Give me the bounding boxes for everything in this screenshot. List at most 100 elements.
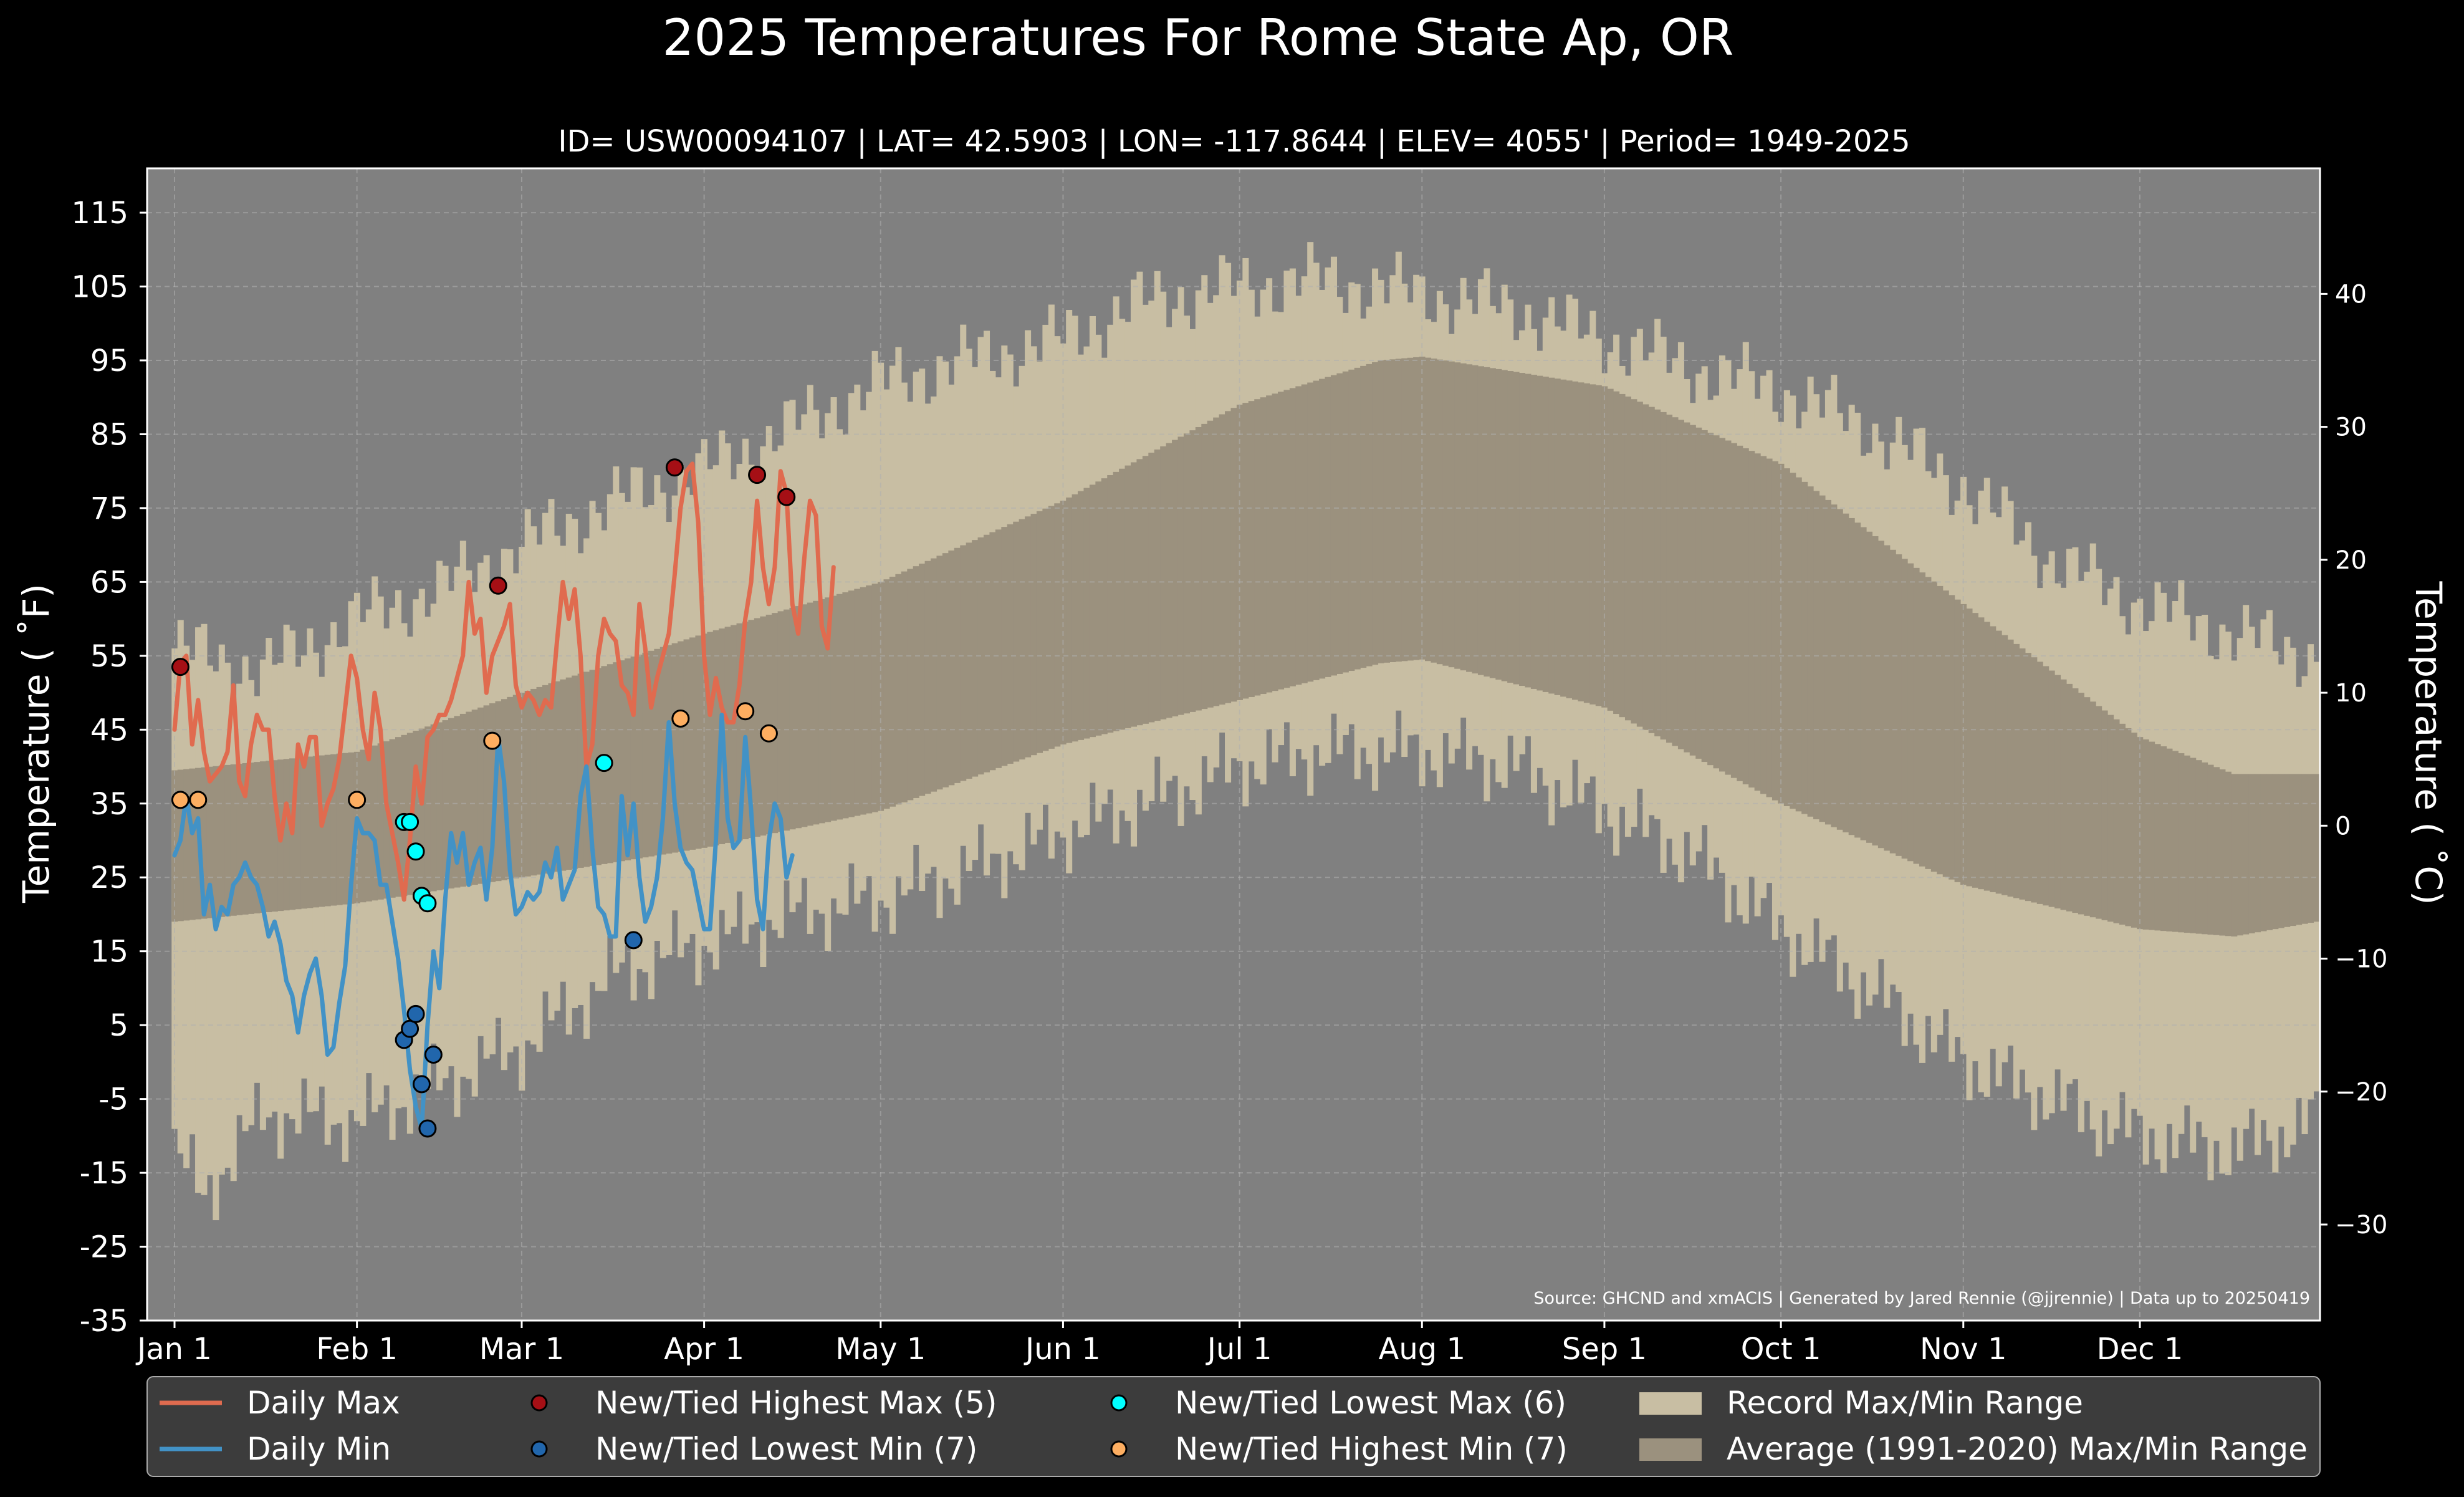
- x-tick-label: Mar 1: [479, 1332, 564, 1367]
- average-range-bar: [236, 763, 243, 915]
- average-range-bar: [1972, 613, 1978, 888]
- average-range-bar: [1007, 524, 1014, 764]
- average-range-bar: [1536, 375, 1543, 691]
- average-range-bar: [1389, 359, 1396, 662]
- average-range-bar: [436, 722, 443, 890]
- y-tick-label-left: -15: [80, 1156, 128, 1191]
- daily-max-line: [172, 461, 836, 902]
- average-range-bar: [1366, 363, 1373, 667]
- average-range-bar: [1595, 385, 1602, 706]
- average-range-bars: [171, 357, 2320, 936]
- record-range-bar: [206, 665, 213, 1175]
- average-range-bar: [495, 701, 502, 882]
- average-range-bar: [1695, 427, 1702, 759]
- average-range-bar: [348, 752, 355, 904]
- x-tick-label: Feb 1: [316, 1332, 398, 1367]
- average-range-bar: [1495, 368, 1502, 680]
- average-range-bar: [1607, 388, 1614, 711]
- x-tick-label: Apr 1: [664, 1332, 744, 1367]
- legend-patch-swatch: [1639, 1392, 1702, 1415]
- average-range-bar: [1831, 504, 1838, 827]
- y-axis-label-right: Temperature ( ˚C): [2407, 580, 2450, 905]
- record-markers: [171, 458, 796, 1138]
- average-range-bar: [477, 707, 484, 884]
- new-tied-highest-max-marker: [171, 658, 189, 676]
- average-range-bar: [1730, 443, 1737, 778]
- average-range-bar: [360, 749, 367, 903]
- average-range-bar: [1642, 404, 1649, 730]
- average-range-bar: [2172, 751, 2179, 932]
- average-range-bar: [1330, 375, 1337, 676]
- average-range-bar: [459, 713, 466, 887]
- average-range-bar: [2131, 733, 2137, 928]
- plot-frame: [146, 167, 2321, 1322]
- average-range-bar: [312, 756, 319, 908]
- new-tied-highest-min-marker: [171, 791, 189, 809]
- average-range-bar: [1631, 399, 1637, 724]
- average-range-bar: [807, 602, 813, 826]
- average-range-bar: [1036, 511, 1043, 753]
- average-range-bar: [2072, 688, 2079, 913]
- average-range-bar: [2213, 767, 2220, 935]
- average-range-bar: [1889, 549, 1896, 854]
- y-tick-label-left: 35: [90, 787, 128, 822]
- average-range-bar: [942, 553, 949, 787]
- average-range-bar: [1307, 382, 1314, 682]
- new-tied-lowest-max-marker: [401, 812, 419, 831]
- average-range-bar: [1860, 527, 1867, 840]
- y-tick-label-left: 75: [90, 491, 128, 526]
- average-range-bar: [659, 647, 666, 855]
- average-range-bar: [1684, 422, 1690, 753]
- new-tied-highest-min-marker: [189, 791, 208, 809]
- average-range-bar: [1201, 423, 1208, 710]
- average-range-bar: [1901, 559, 1908, 859]
- average-range-bar: [648, 650, 654, 857]
- average-range-bar: [1407, 357, 1414, 661]
- average-range-bar: [2025, 653, 2031, 902]
- x-tick-label: Jan 1: [135, 1332, 212, 1367]
- average-range-bar: [1919, 572, 1925, 867]
- legend-item-average-1991-2020-max-min-range: Average (1991-2020) Max/Min Range: [1639, 1431, 2308, 1467]
- legend-marker-swatch: [1110, 1440, 1128, 1458]
- average-range-bar: [2284, 774, 2291, 927]
- average-range-bar: [471, 710, 478, 885]
- average-range-bar: [1431, 359, 1437, 663]
- legend-item-daily-max: Daily Max: [160, 1385, 400, 1421]
- average-range-bar: [2007, 639, 2014, 897]
- average-range-bar: [565, 677, 572, 870]
- average-range-bar: [2266, 774, 2273, 930]
- average-range-bar: [2113, 719, 2120, 923]
- new-tied-highest-max-marker: [489, 576, 507, 595]
- average-range-bar: [2243, 774, 2250, 935]
- average-range-bar: [1737, 445, 1743, 781]
- legend-label: Record Max/Min Range: [1727, 1385, 2083, 1421]
- average-range-bar: [954, 547, 961, 783]
- average-range-bar: [989, 532, 996, 771]
- average-range-bar: [2278, 774, 2284, 928]
- average-range-bar: [1113, 471, 1119, 731]
- average-range-bar: [2190, 758, 2197, 933]
- average-range-bar: [1578, 382, 1584, 701]
- average-range-bar: [1489, 368, 1496, 678]
- new-tied-lowest-min-marker: [406, 1004, 425, 1023]
- average-range-bar: [1166, 443, 1172, 718]
- average-range-bar: [1519, 373, 1526, 686]
- average-range-bar: [2107, 715, 2114, 922]
- y-tick-label-left: 85: [90, 417, 128, 452]
- average-range-bar: [1348, 369, 1355, 671]
- average-range-bar: [2255, 774, 2261, 933]
- average-range-bar: [1754, 453, 1761, 791]
- record-range-bar: [230, 700, 237, 1182]
- average-range-bar: [1295, 386, 1302, 685]
- average-range-bar: [1713, 435, 1720, 769]
- average-range-bar: [1160, 446, 1167, 720]
- average-range-bar: [1278, 392, 1285, 690]
- average-range-bar: [830, 595, 837, 821]
- average-range-bar: [642, 652, 649, 858]
- y-tick-label-left: 105: [71, 270, 128, 305]
- average-range-bar: [1866, 531, 1873, 843]
- average-range-bar: [2066, 683, 2073, 912]
- chart-subtitle: ID= USW00094107 | LAT= 42.5903 | LON= -1…: [558, 124, 1910, 159]
- average-range-bar: [2308, 774, 2314, 923]
- average-range-bar: [530, 688, 537, 876]
